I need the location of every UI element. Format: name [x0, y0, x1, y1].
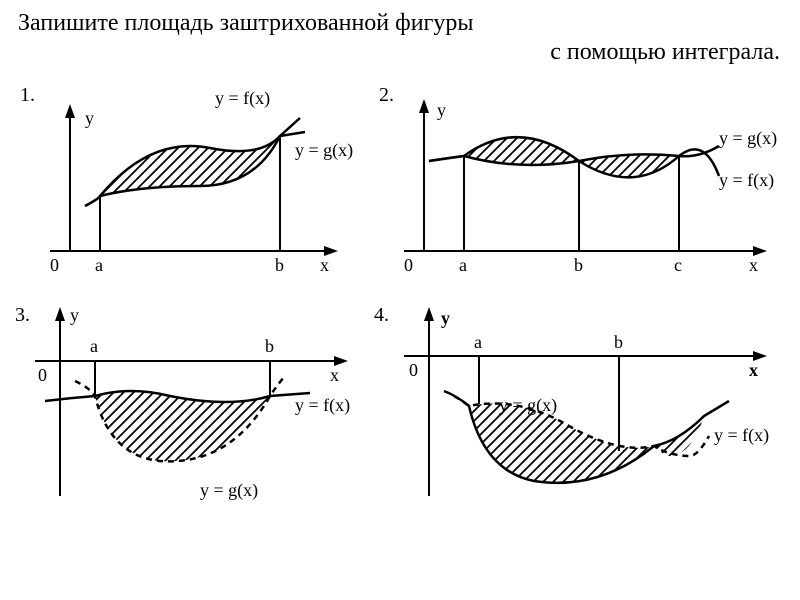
a-label: a [95, 255, 103, 275]
y-arrow-icon [419, 99, 429, 113]
y-label: y [70, 305, 79, 325]
g-label: y = g(x) [295, 140, 353, 161]
a-label: a [459, 255, 467, 275]
y-arrow-icon [65, 104, 75, 118]
panel-1-number: 1. [20, 84, 35, 106]
g-label: y = g(x) [499, 395, 557, 416]
panel-2: 2. y x 0 a b c y = g(x) y = f(x) [369, 76, 790, 296]
b-label: b [574, 255, 583, 275]
origin-label: 0 [404, 255, 413, 275]
x-label: x [749, 255, 758, 275]
y-label: y [441, 308, 450, 328]
panel-2-number: 2. [379, 84, 394, 106]
panel-1: 1. y x 0 a b y = f(x) y = g(x) [10, 76, 369, 296]
diagram-grid: 1. y x 0 a b y = f(x) y = g(x) 2. y x 0 … [10, 76, 790, 516]
panel-1-svg: 1. y x 0 a b y = f(x) y = g(x) [10, 76, 370, 296]
x-label: x [749, 360, 758, 380]
a-label: a [90, 336, 98, 356]
b-label: b [614, 332, 623, 352]
x-label: x [320, 255, 329, 275]
origin-label: 0 [50, 255, 59, 275]
a-label: a [474, 332, 482, 352]
panel-3-number: 3. [15, 304, 30, 326]
f-label: y = f(x) [714, 425, 769, 446]
panel-4-number: 4. [374, 304, 389, 326]
f-label: y = f(x) [719, 170, 774, 191]
origin-label: 0 [38, 365, 47, 385]
c-label: c [674, 255, 682, 275]
y-arrow-icon [55, 307, 65, 321]
f-label: y = f(x) [215, 88, 270, 109]
title-line-1: Запишите площадь заштрихованной фигуры [18, 10, 790, 37]
panel-4: 4. y x 0 a b y = g(x) y = f(x) [369, 296, 790, 516]
f-label: y = f(x) [295, 395, 350, 416]
panel-3-svg: 3. y x 0 a b y = f(x) y = g(x) [10, 296, 370, 516]
panel-4-svg: 4. y x 0 a b y = g(x) y = f(x) [369, 296, 789, 516]
x-label: x [330, 365, 339, 385]
g-label: y = g(x) [719, 128, 777, 149]
g-label: y = g(x) [200, 480, 258, 501]
b-label: b [275, 255, 284, 275]
y-arrow-icon [424, 307, 434, 321]
panel-2-svg: 2. y x 0 a b c y = g(x) y = f(x) [369, 76, 789, 296]
title-line-2: с помощью интеграла. [10, 39, 790, 66]
y-label: y [85, 108, 94, 128]
panel-3: 3. y x 0 a b y = f(x) y = g(x) [10, 296, 369, 516]
y-label: y [437, 100, 446, 120]
origin-label: 0 [409, 360, 418, 380]
shaded-region-1 [469, 404, 654, 483]
b-label: b [265, 336, 274, 356]
